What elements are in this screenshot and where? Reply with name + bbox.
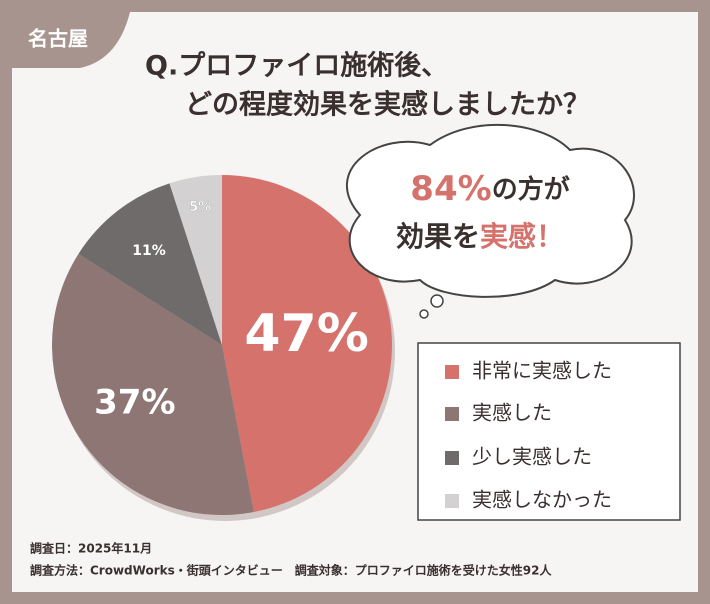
legend-label: 少し実感した — [472, 445, 592, 469]
pie: 47% 37% 11% 5% — [52, 175, 395, 521]
annotation-text: 効果を — [396, 220, 480, 253]
speech-bubble — [345, 123, 635, 319]
pie-slice — [78, 183, 222, 345]
bubble-dot — [430, 294, 444, 308]
value-label: 37% — [94, 383, 175, 423]
bubble-dot — [419, 309, 429, 319]
legend — [417, 342, 681, 521]
badge-bg — [12, 12, 130, 68]
legend-swatch — [445, 365, 459, 379]
pie-slice — [169, 175, 222, 345]
annotation: 84%の方が — [410, 169, 569, 209]
pie-slice — [222, 175, 392, 512]
value-label: 11% — [132, 243, 166, 259]
bubble — [345, 123, 635, 298]
value-label: 47% — [244, 304, 368, 364]
chart-title: どの程度効果を実感しましたか？ — [185, 89, 590, 121]
badge: 名古屋 — [28, 27, 88, 51]
annotation-highlight: 84% — [410, 169, 491, 209]
note: 調査日：2025年11月 — [30, 541, 152, 556]
chart-title: Q.プロファイロ施術後、 — [145, 51, 448, 82]
pie-slice — [52, 253, 254, 516]
legend-swatch — [445, 494, 459, 508]
legend-swatch — [445, 451, 459, 465]
annotation-text: の方が — [492, 174, 570, 205]
legend-label: 実感した — [472, 401, 552, 425]
annotation: 効果を実感！ — [396, 220, 564, 253]
annotation-highlight: ！ — [536, 220, 564, 253]
legend-swatch — [445, 407, 459, 421]
value-label: 5% — [189, 200, 211, 215]
note: 調査方法：CrowdWorks・街頭インタビュー 調査対象：プロファイロ施術を受… — [30, 563, 552, 578]
annotation-highlight: 実感 — [480, 220, 536, 253]
legend-label: 実感しなかった — [472, 488, 612, 512]
legend-label: 非常に実感した — [472, 359, 612, 383]
